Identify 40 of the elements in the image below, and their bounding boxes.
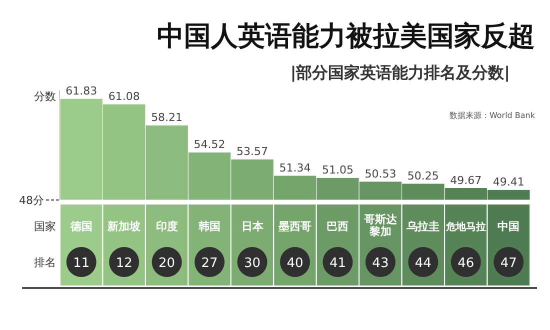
text: 46 [458, 256, 474, 271]
x-tick-label: 德国 [69, 220, 92, 233]
text: 47 [500, 256, 517, 271]
x-tick-label: 印度 [156, 220, 178, 233]
data-label: 50.25 [407, 170, 439, 182]
y-axis-title: 分数 [34, 90, 56, 103]
data-label: 49.67 [450, 174, 482, 187]
x-tick-label: 巴西 [326, 220, 349, 233]
data-label: 53.57 [236, 145, 268, 158]
text: 48分 [19, 194, 44, 207]
chart-subtitle: |部分国家英语能力排名及分数| [290, 63, 510, 82]
text: 30 [244, 256, 261, 271]
annotation: 数据来源：World Bank [449, 111, 536, 120]
x-tick-label: 韩国 [198, 220, 221, 233]
text: 11 [73, 256, 90, 271]
text: 41 [329, 256, 346, 271]
x-tick-label: 中国 [498, 220, 520, 233]
x-tick-label: 乌拉圭 [406, 220, 440, 233]
chart-title: 中国人英语能力被拉美国家反超 [157, 21, 535, 52]
data-label: 58.21 [151, 111, 183, 124]
text: 27 [201, 256, 218, 271]
x-tick-label: 危地马拉 [444, 221, 486, 233]
x-tick-label: 日本 [241, 220, 264, 233]
data-label: 51.05 [322, 164, 354, 177]
data-label: 49.41 [492, 176, 524, 189]
data-label: 51.34 [279, 162, 311, 175]
x-tick-label: 哥斯达黎加 [362, 213, 398, 238]
text: 国家 [34, 220, 56, 233]
x-tick-label: 墨西哥 [278, 220, 312, 233]
x-tick-label: 新加坡 [106, 220, 142, 233]
data-label: 50.53 [364, 167, 396, 180]
text: 12 [116, 256, 132, 271]
data-label: 54.52 [194, 138, 226, 152]
data-label: 61.83 [66, 84, 98, 98]
text: 40 [286, 256, 304, 271]
text: 排名 [34, 256, 56, 269]
text: 44 [414, 256, 432, 271]
text: 43 [372, 256, 389, 271]
text: 20 [158, 256, 176, 271]
data-label: 61.08 [108, 90, 140, 104]
